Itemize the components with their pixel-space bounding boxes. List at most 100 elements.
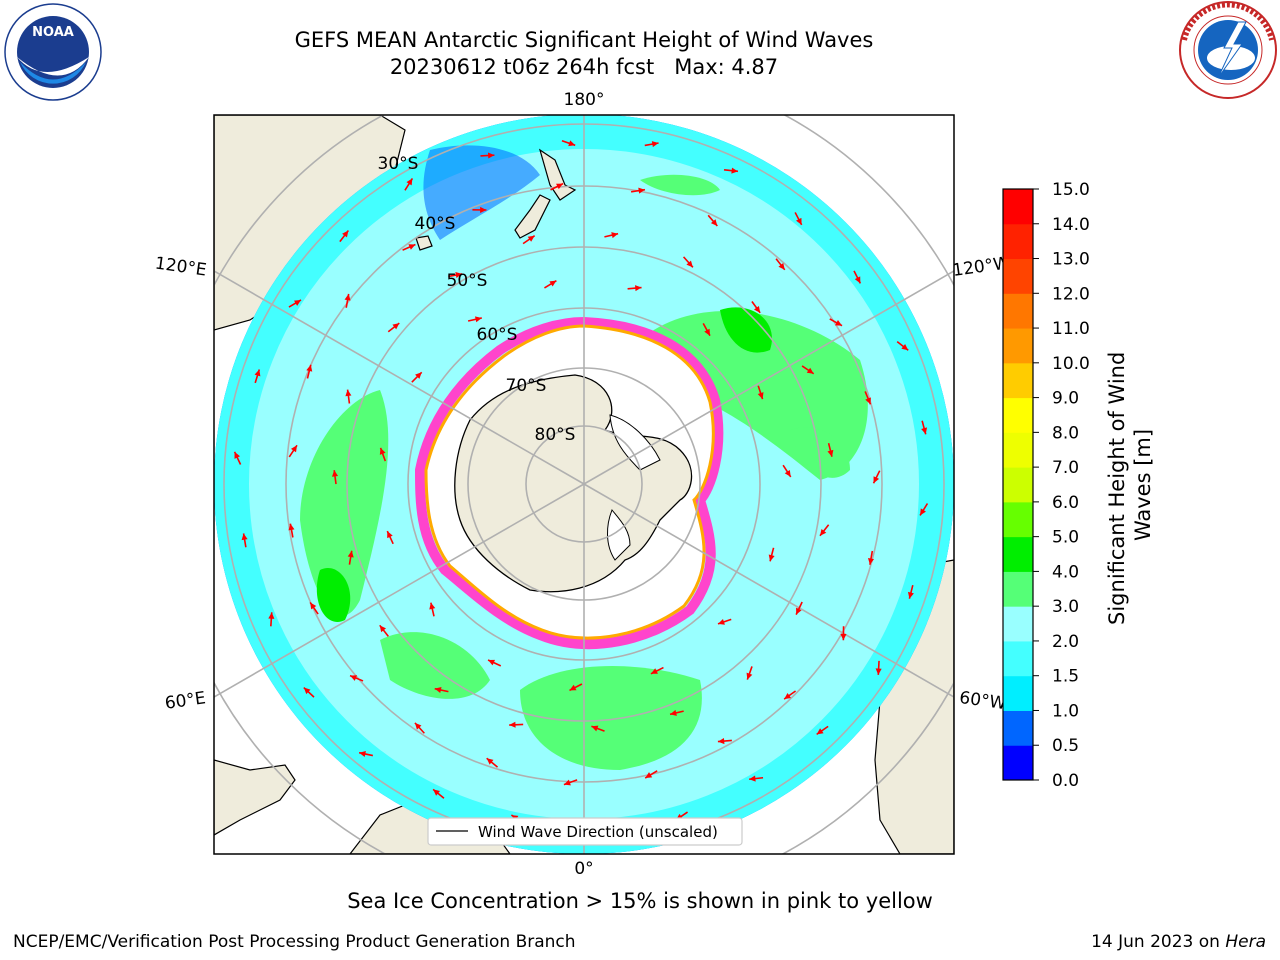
lon-label-120e: 120°E xyxy=(154,254,208,281)
colorbar-tick-label: 11.0 xyxy=(1052,319,1090,339)
colorbar-swatch xyxy=(1003,258,1033,294)
lat-label-60s: 60°S xyxy=(477,325,518,345)
wave-arrow-head xyxy=(749,775,756,782)
wave-arrow-head xyxy=(611,232,619,239)
legend-label: Wind Wave Direction (unscaled) xyxy=(478,823,718,841)
wave-arrow-head xyxy=(568,140,576,147)
wave-arrow-head xyxy=(344,293,351,301)
colorbar-swatch xyxy=(1003,710,1033,746)
wave-arrow-head xyxy=(819,528,827,536)
wave-arrow-head xyxy=(455,272,463,279)
wave-arrow-head xyxy=(487,152,495,159)
wave-arrow-head xyxy=(408,244,416,250)
nws-logo xyxy=(1179,1,1277,99)
lat-label-50s: 50°S xyxy=(447,271,488,291)
colorbar-tick-label: 3.0 xyxy=(1052,597,1079,617)
map-frame xyxy=(213,114,955,855)
wave-arrow-head xyxy=(591,725,599,732)
colorbar-swatch xyxy=(1003,223,1033,260)
wave-arrow-head xyxy=(268,612,275,619)
wave-arrow-head xyxy=(650,668,658,674)
wave-arrow-head xyxy=(290,445,297,453)
new-zealand xyxy=(415,148,577,251)
colorbar-tick-label: 12.0 xyxy=(1052,284,1090,304)
colorbar-tick-label: 7.0 xyxy=(1052,458,1079,478)
lat-label-30s: 30°S xyxy=(378,154,419,174)
colorbar-tick-label: 15.0 xyxy=(1052,180,1090,200)
colorbar: 0.0 0.5 1.0 1.5 2.0 3.0 4.0 5.0 6.0 7.0 8.0 9.0 10.0… xyxy=(1002,180,1090,791)
colorbar-swatch xyxy=(1003,432,1033,468)
lon-label-60e: 60°E xyxy=(164,688,207,713)
wave-arrow-head xyxy=(379,625,386,633)
wave-arrow-head xyxy=(331,470,339,477)
wave-arrow-head xyxy=(359,751,366,757)
wave-arrow-head xyxy=(645,772,653,779)
wave-arrow-head xyxy=(509,721,516,728)
wave-arrow-head xyxy=(875,668,882,675)
wave-arrow-head xyxy=(778,262,785,270)
colorbar-tick-label: 0.0 xyxy=(1052,771,1079,791)
colorbar-swatch xyxy=(1003,501,1033,538)
wave-arrow-head xyxy=(867,558,874,565)
wave-arrow-head xyxy=(638,187,645,194)
wave-arrow-head xyxy=(854,276,861,284)
wave-arrow-head xyxy=(350,675,358,681)
noaa-logo: NOAA xyxy=(4,3,102,101)
wave-arrow-head xyxy=(306,364,313,372)
wave-arrow-head xyxy=(294,299,302,306)
colorbar-tick-label: 9.0 xyxy=(1052,389,1079,409)
chart-subtitle: 20230612 t06z 264h fcst Max: 4.87 xyxy=(389,55,779,79)
colorbar-tick-label: 5.0 xyxy=(1052,528,1079,548)
wave-arrow-head xyxy=(710,219,718,226)
colorbar-tick-label: 13.0 xyxy=(1052,250,1090,270)
wave-arrow-head xyxy=(704,328,710,336)
wave-arrow-head xyxy=(920,508,926,516)
colorbar-tick-label: 1.0 xyxy=(1052,701,1079,721)
wave-arrow-head xyxy=(901,344,909,351)
colorbar-swatch xyxy=(1003,467,1033,503)
wave-arrow-head xyxy=(757,392,764,400)
lat-label-80s: 80°S xyxy=(535,425,576,445)
wave-arrow-head xyxy=(717,738,725,745)
colorbar-swatch xyxy=(1003,362,1033,399)
wave-arrow-head xyxy=(784,692,792,700)
colorbar-swatch xyxy=(1003,328,1033,364)
wave-arrow-head xyxy=(406,178,413,186)
wave-arrow-head xyxy=(746,672,753,680)
wave-arrow-head xyxy=(753,305,761,313)
colorbar-swatch xyxy=(1003,571,1033,607)
wave-arrow-head xyxy=(806,367,814,374)
wave-arrow-head xyxy=(784,469,791,477)
wave-arrow-head xyxy=(303,687,311,695)
antarctica xyxy=(414,316,724,650)
wave-arrow-head xyxy=(816,728,824,735)
wave-arrow-head xyxy=(670,709,677,716)
colorbar-tick-label: 8.0 xyxy=(1052,423,1079,443)
wave-arrow-head xyxy=(556,183,564,190)
date-stamp: 14 Jun 2023 on Hera xyxy=(1091,932,1266,952)
wave-arrow-head xyxy=(569,684,577,691)
wave-arrow-head xyxy=(414,722,422,730)
colorbar-swatch xyxy=(1003,189,1033,225)
wave-arrow-head xyxy=(835,319,843,326)
chart-title: GEFS MEAN Antarctic Significant Height o… xyxy=(294,28,874,52)
colorbar-frame xyxy=(1002,188,1034,781)
wave-arrow-head xyxy=(527,235,535,242)
wave-arrow-head xyxy=(486,758,494,765)
wave-arrow-head xyxy=(288,523,295,531)
colorbar-tick-label: 14.0 xyxy=(1052,215,1090,235)
wave-arrow-head xyxy=(342,230,349,238)
wave-arrow-head xyxy=(241,533,248,541)
wave-arrow-head xyxy=(254,369,261,377)
wave-arrow-head xyxy=(549,280,557,287)
colorbar-swatch xyxy=(1003,536,1033,572)
colorbar-tick-label: 10.0 xyxy=(1052,354,1090,374)
colorbar-swatch xyxy=(1003,293,1033,329)
wave-arrow-head xyxy=(651,141,659,148)
wave-arrow-head xyxy=(310,602,317,610)
wind-wave-arrows xyxy=(233,139,929,834)
wave-arrow-head xyxy=(873,476,880,484)
wave-arrow-head xyxy=(796,607,802,615)
wave-arrow-head xyxy=(731,167,738,174)
wave-arrow-head xyxy=(686,260,693,268)
